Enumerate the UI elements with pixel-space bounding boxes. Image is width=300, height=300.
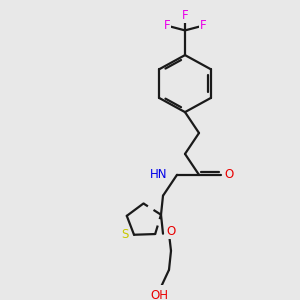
Text: F: F bbox=[164, 19, 170, 32]
Text: O: O bbox=[167, 225, 176, 238]
Text: O: O bbox=[224, 168, 234, 181]
Text: F: F bbox=[182, 9, 188, 22]
Text: S: S bbox=[121, 228, 129, 241]
Text: F: F bbox=[200, 19, 206, 32]
Text: OH: OH bbox=[150, 289, 168, 300]
Text: HN: HN bbox=[149, 168, 167, 181]
